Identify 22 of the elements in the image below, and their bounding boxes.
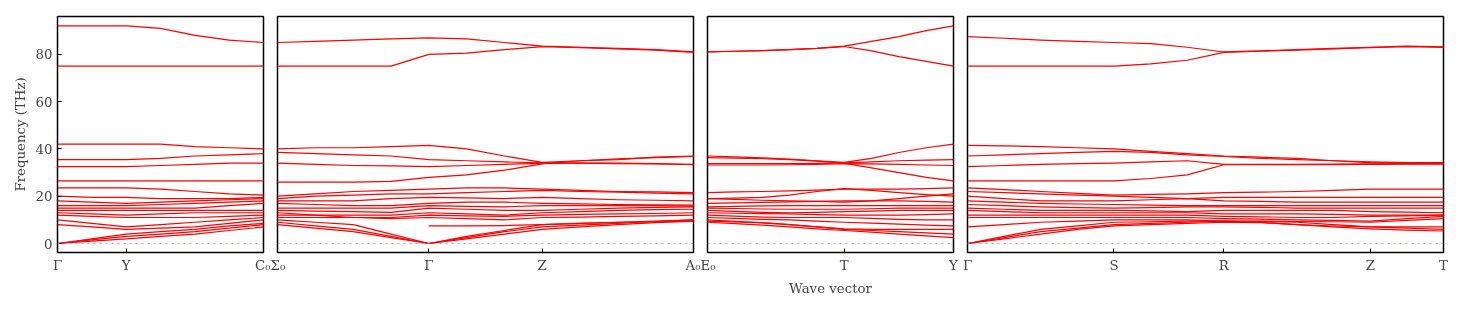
y-axis-title: Frequency (THz) xyxy=(12,77,28,192)
x-tick-label: R xyxy=(1218,257,1230,273)
y-tick-label: 20 xyxy=(35,189,53,205)
x-tick-label: A₀ xyxy=(684,257,701,273)
x-tick-label: E₀ xyxy=(700,257,716,273)
x-tick-label: Σ₀ xyxy=(270,257,286,273)
x-tick-label: Γ xyxy=(424,257,434,273)
x-tick-label: Γ xyxy=(52,257,63,273)
x-tick-label: Γ xyxy=(962,257,973,273)
x-tick-label: Y xyxy=(120,257,131,273)
x-tick-label: T xyxy=(1439,257,1449,273)
x-tick-label: T xyxy=(839,257,849,273)
x-tick-label: Z xyxy=(1365,257,1375,273)
x-tick-label: C₀ xyxy=(254,257,271,273)
y-tick-label: 60 xyxy=(35,94,53,110)
y-tick-label: 40 xyxy=(35,141,53,157)
x-tick-label: Y xyxy=(948,257,959,273)
y-tick-label: 0 xyxy=(44,236,53,252)
x-tick-label: S xyxy=(1109,257,1119,273)
y-tick-label: 80 xyxy=(35,47,53,63)
x-axis-title: Wave vector xyxy=(789,280,873,296)
x-tick-label: Z xyxy=(537,257,547,273)
